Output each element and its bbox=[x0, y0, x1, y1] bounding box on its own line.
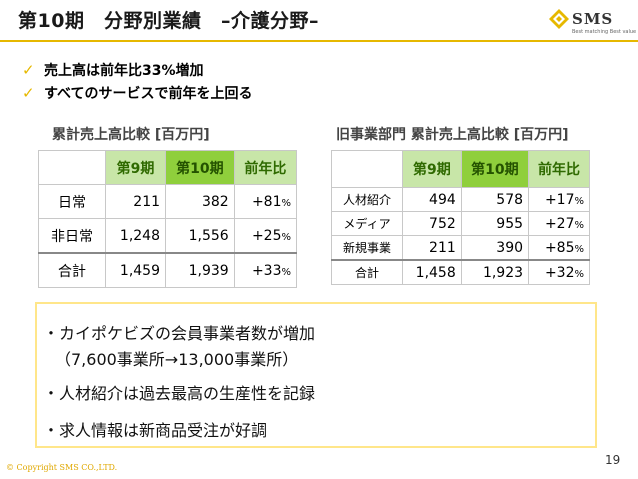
page-number: 19 bbox=[605, 453, 621, 467]
cell-v10: 1,923 bbox=[460, 259, 530, 285]
table-row: 非日常 1,248 1,556 +25% bbox=[38, 218, 298, 254]
title-underline bbox=[0, 40, 638, 42]
note-line: ・求人情報は新商品受注が好調 bbox=[43, 421, 268, 440]
cell-v9: 1,248 bbox=[104, 218, 167, 254]
table-row: 合計 1,458 1,923 +32% bbox=[331, 259, 590, 285]
checkmark-icon: ✓ bbox=[22, 83, 35, 102]
bullet-text: 売上高は前年比33%増加 bbox=[44, 62, 204, 79]
cell-v9: 752 bbox=[402, 211, 462, 236]
cell-v10: 1,939 bbox=[165, 252, 235, 288]
cell-v10: 390 bbox=[460, 235, 530, 261]
table2-header: 第10期 bbox=[460, 150, 530, 188]
cell-v10: 1,556 bbox=[165, 218, 235, 254]
diamond-logo-icon bbox=[549, 9, 569, 29]
table2-header: 前年比 bbox=[528, 150, 590, 188]
table-row: 合計 1,459 1,939 +33% bbox=[38, 252, 298, 288]
row-label: 人材紹介 bbox=[331, 187, 403, 212]
cell-yoy: +81% bbox=[233, 184, 298, 219]
cell-v9: 494 bbox=[402, 187, 462, 212]
summary-bullets: ✓ 売上高は前年比33%増加 ✓ すべてのサービスで前年を上回る bbox=[22, 58, 252, 104]
table-row: 日常 211 382 +81% bbox=[38, 184, 298, 219]
logo-text: SMS bbox=[572, 10, 614, 28]
table1-corner bbox=[38, 150, 106, 185]
cell-v9: 211 bbox=[104, 184, 167, 219]
company-logo: SMS Best matching Best value bbox=[546, 8, 637, 40]
table1-header: 第10期 bbox=[165, 150, 235, 185]
cell-yoy: +27% bbox=[528, 211, 590, 236]
cell-v10: 955 bbox=[460, 211, 530, 236]
row-label: 合計 bbox=[38, 252, 106, 288]
table-row: 新規事業 211 390 +85% bbox=[331, 235, 590, 261]
table2: 第9期 第10期 前年比 人材紹介 494 578 +17% メディア 752 … bbox=[331, 150, 590, 285]
cell-yoy: +32% bbox=[528, 259, 590, 285]
cell-v10: 578 bbox=[460, 187, 530, 212]
table-row: メディア 752 955 +27% bbox=[331, 211, 590, 236]
table1-header: 前年比 bbox=[233, 150, 298, 185]
table1-header: 第9期 bbox=[104, 150, 167, 185]
note-line: ・人材紹介は過去最高の生産性を記録 bbox=[43, 384, 316, 403]
bullet-item: ✓ 売上高は前年比33%増加 bbox=[22, 58, 252, 81]
cell-yoy: +25% bbox=[233, 218, 298, 254]
table2-corner bbox=[331, 150, 403, 188]
logo-tagline: Best matching Best value bbox=[572, 29, 637, 35]
row-label: 日常 bbox=[38, 184, 106, 219]
table-row: 人材紹介 494 578 +17% bbox=[331, 187, 590, 212]
table1: 第9期 第10期 前年比 日常 211 382 +81% 非日常 1,248 1… bbox=[38, 150, 298, 288]
cell-v9: 211 bbox=[402, 235, 462, 261]
notes-box: ・カイポケビズの会員事業者数が増加 （7,600事業所→13,000事業所） ・… bbox=[35, 302, 597, 448]
cell-yoy: +33% bbox=[233, 252, 298, 288]
cell-v10: 382 bbox=[165, 184, 235, 219]
note-line: （7,600事業所→13,000事業所） bbox=[55, 350, 299, 369]
cell-yoy: +85% bbox=[528, 235, 590, 261]
row-label: 合計 bbox=[331, 259, 403, 285]
table2-caption: 旧事業部門 累計売上高比較 [百万円] bbox=[336, 127, 569, 143]
cell-v9: 1,458 bbox=[402, 259, 462, 285]
cell-v9: 1,459 bbox=[104, 252, 167, 288]
page-title: 第10期 分野別業績 –介護分野– bbox=[18, 10, 319, 32]
table1-caption: 累計売上高比較 [百万円] bbox=[52, 127, 210, 143]
cell-yoy: +17% bbox=[528, 187, 590, 212]
row-label: 新規事業 bbox=[331, 235, 403, 261]
row-label: 非日常 bbox=[38, 218, 106, 254]
note-line: ・カイポケビズの会員事業者数が増加 bbox=[43, 324, 316, 343]
bullet-item: ✓ すべてのサービスで前年を上回る bbox=[22, 81, 252, 104]
table2-header: 第9期 bbox=[402, 150, 462, 188]
copyright: © Copyright SMS CO.,LTD. bbox=[6, 463, 118, 472]
row-label: メディア bbox=[331, 211, 403, 236]
bullet-text: すべてのサービスで前年を上回る bbox=[44, 85, 253, 102]
checkmark-icon: ✓ bbox=[22, 60, 35, 79]
